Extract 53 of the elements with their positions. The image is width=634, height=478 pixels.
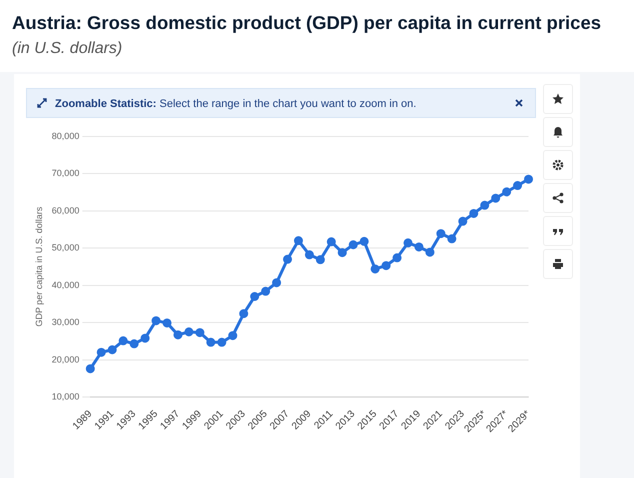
chart-subtitle: (in U.S. dollars) xyxy=(12,40,122,58)
point xyxy=(130,339,139,348)
point xyxy=(491,194,500,203)
y-tick-label: 80,000 xyxy=(52,130,80,141)
point xyxy=(162,318,172,328)
y-tick-label: 40,000 xyxy=(52,280,80,290)
point xyxy=(404,238,413,248)
point xyxy=(228,331,238,340)
point xyxy=(338,248,347,258)
y-tick-label: 30,000 xyxy=(52,317,80,328)
point xyxy=(316,255,325,264)
point xyxy=(283,254,292,264)
point xyxy=(173,330,182,340)
point xyxy=(425,248,434,257)
point xyxy=(108,345,117,354)
y-tick-label: 70,000 xyxy=(52,168,80,178)
point xyxy=(513,181,522,190)
point xyxy=(239,309,248,318)
y-tick-label: 50,000 xyxy=(52,242,80,253)
point xyxy=(118,336,128,346)
point xyxy=(152,316,161,326)
chart-title: Austria: Gross domestic product (GDP) per capita in current prices xyxy=(12,12,602,34)
y-axis-title: GDP per capita in U.S. dollars xyxy=(34,206,44,327)
point xyxy=(436,229,446,238)
text: Zoomable Statistic: Select the range in the chart you want to zoom in on. xyxy=(55,97,416,112)
point xyxy=(250,292,260,302)
point xyxy=(304,250,314,260)
point xyxy=(382,261,391,270)
point xyxy=(447,234,456,244)
point xyxy=(261,286,270,296)
point xyxy=(184,327,194,336)
point xyxy=(272,278,282,288)
point xyxy=(294,236,303,246)
y-tick-label: 20,000 xyxy=(52,354,80,364)
y-tick-label: 60,000 xyxy=(52,205,80,216)
point xyxy=(502,187,512,196)
point xyxy=(217,338,226,347)
point xyxy=(326,237,336,246)
point xyxy=(370,264,380,274)
point xyxy=(96,348,106,357)
point xyxy=(360,236,369,246)
y-tick-label: 10,000 xyxy=(52,392,80,402)
point xyxy=(195,328,204,338)
point xyxy=(348,240,358,250)
point xyxy=(414,242,424,252)
point xyxy=(140,334,150,343)
point xyxy=(480,200,490,210)
point xyxy=(458,216,468,226)
point xyxy=(206,338,216,347)
point xyxy=(469,208,478,218)
point xyxy=(392,253,402,262)
point xyxy=(86,364,95,374)
point xyxy=(524,174,534,184)
